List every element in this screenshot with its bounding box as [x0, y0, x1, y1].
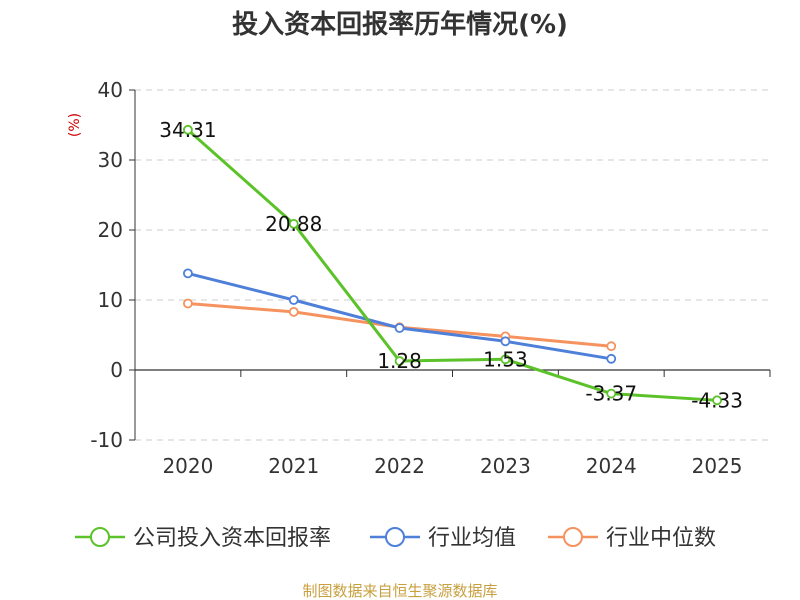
- series-point-1: [606, 353, 617, 364]
- legend-marker-0: [90, 527, 110, 547]
- legend-marker-1: [385, 527, 405, 547]
- legend-label-1: 行业均值: [428, 526, 516, 551]
- axes: -10 0 10 20 30 40 2020 2021 2022 2023 2024 2025: [90, 78, 771, 478]
- series-point-1: [288, 295, 299, 305]
- legend-label-0: 公司投入资本回报率: [133, 526, 331, 551]
- series-point-1: [183, 268, 193, 279]
- legend-marker-2: [563, 527, 583, 547]
- data-labels: 34.31 20.88 1.28 1.53 -3.37 -4.33: [159, 118, 743, 412]
- y-tick-label: 0: [110, 358, 123, 382]
- series-point-2: [606, 341, 617, 352]
- data-label: 34.31: [159, 118, 216, 142]
- y-axis-label: (%): [67, 113, 83, 137]
- series-group: [183, 124, 722, 406]
- x-tick-label: 2020: [162, 454, 213, 478]
- source-note: 制图数据来自恒生聚源数据库: [302, 582, 497, 600]
- data-label: -3.37: [585, 382, 637, 406]
- series-point-0: [288, 218, 299, 229]
- data-label: -4.33: [691, 388, 743, 412]
- series-point-0: [183, 124, 193, 135]
- y-tick-label: 10: [98, 288, 123, 312]
- series-point-0: [712, 395, 722, 406]
- series-point-0: [606, 388, 617, 399]
- y-tick-label: 40: [98, 78, 123, 102]
- series-point-1: [394, 323, 405, 333]
- series-point-2: [183, 298, 193, 309]
- data-label: 20.88: [265, 212, 322, 236]
- x-tick-label: 2021: [268, 454, 319, 478]
- legend[interactable]: 公司投入资本回报率 行业均值 行业中位数: [75, 526, 716, 551]
- series-line-1: [187, 271, 612, 361]
- x-tick-label: 2024: [586, 454, 637, 478]
- y-tick-label: 30: [98, 148, 123, 172]
- data-label: 1.53: [483, 347, 528, 371]
- series-point-0: [500, 354, 511, 365]
- series-line-0: [186, 128, 718, 402]
- series-point-1: [500, 336, 511, 347]
- series-point-0: [394, 356, 405, 366]
- chart-title: 投入资本回报率历年情况(%): [232, 9, 568, 40]
- x-tick-label: 2022: [374, 454, 425, 478]
- legend-label-2: 行业中位数: [606, 526, 716, 551]
- series-point-2: [288, 306, 299, 317]
- x-tick-label: 2023: [480, 454, 531, 478]
- data-label: 1.28: [377, 349, 422, 373]
- y-tick-label: 20: [98, 218, 123, 242]
- y-tick-label: -10: [90, 428, 123, 452]
- x-tick-label: 2025: [692, 454, 743, 478]
- grid-lines: [135, 89, 770, 441]
